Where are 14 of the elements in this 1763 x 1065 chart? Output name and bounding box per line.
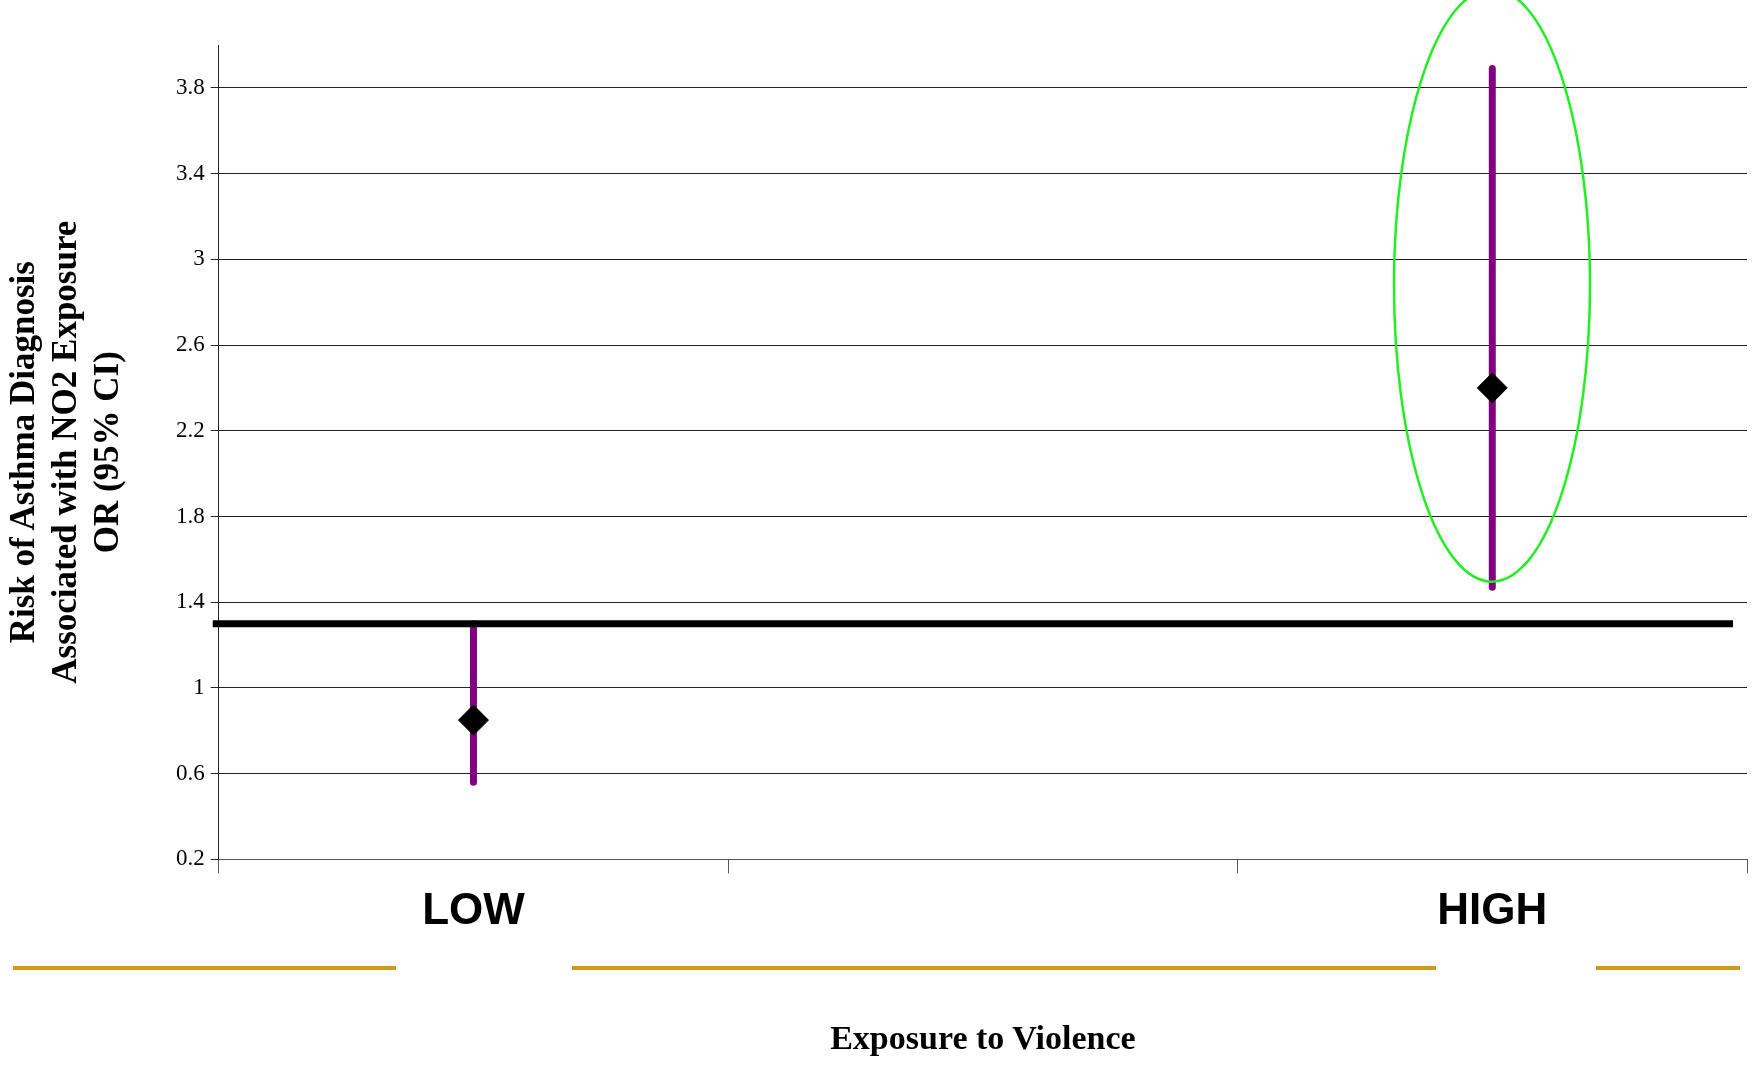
x-tick-label: LOW bbox=[422, 883, 526, 933]
x-axis-title: Exposure to Violence bbox=[830, 1019, 1136, 1057]
y-axis-title: Risk of Asthma Diagnosis Associated with NO2 Exposure OR (95% CI) bbox=[3, 220, 127, 684]
y-tick-label: 1.8 bbox=[176, 502, 205, 528]
y-tick-label: 0.2 bbox=[176, 845, 205, 871]
y-tick-label: 0.6 bbox=[176, 759, 205, 785]
y-tick-label: 3 bbox=[193, 245, 205, 271]
y-tick-label: 1.4 bbox=[176, 588, 206, 614]
x-tick-label: HIGH bbox=[1437, 883, 1548, 933]
y-tick-label: 2.6 bbox=[176, 331, 205, 357]
y-tick-label: 3.4 bbox=[176, 159, 206, 185]
y-tick-label: 1 bbox=[193, 673, 205, 699]
y-tick-label: 3.8 bbox=[176, 73, 205, 99]
y-tick-label: 2.2 bbox=[176, 416, 205, 442]
